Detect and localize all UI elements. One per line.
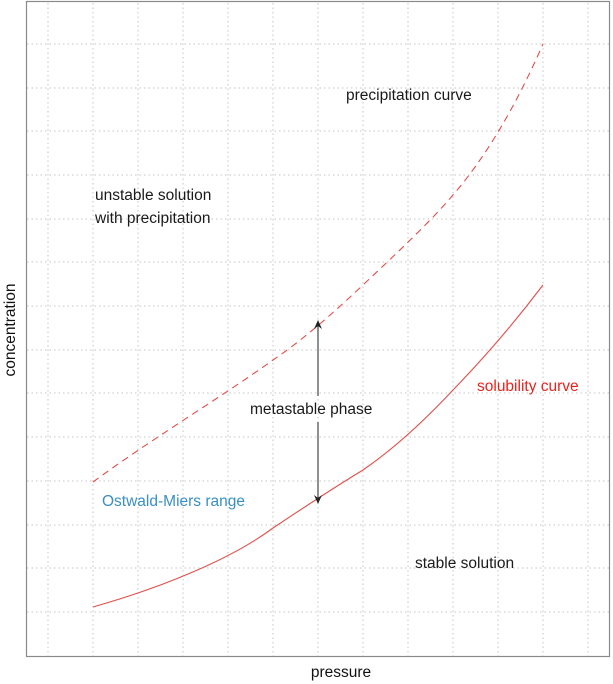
plot-frame bbox=[25, 0, 611, 658]
precipitation-curve bbox=[92, 43, 544, 483]
solubility-curve bbox=[92, 284, 544, 608]
x-axis-label: pressure bbox=[310, 664, 372, 681]
precipitation-curve-label: precipitation curve bbox=[346, 87, 472, 104]
y-axis-label: concentration bbox=[2, 283, 19, 377]
metastable-range-arrow bbox=[314, 320, 322, 504]
grid bbox=[27, 3, 609, 656]
ostwald-miers-range-label: Ostwald-Miers range bbox=[102, 493, 245, 510]
stable-solution-label: stable solution bbox=[415, 555, 515, 572]
solubility-curve-label: solubility curve bbox=[477, 378, 579, 395]
metastable-phase-label: metastable phase bbox=[250, 401, 373, 418]
unstable-region-label-line1: unstable solution bbox=[95, 187, 212, 204]
unstable-region-label-line2: with precipitation bbox=[95, 210, 211, 227]
